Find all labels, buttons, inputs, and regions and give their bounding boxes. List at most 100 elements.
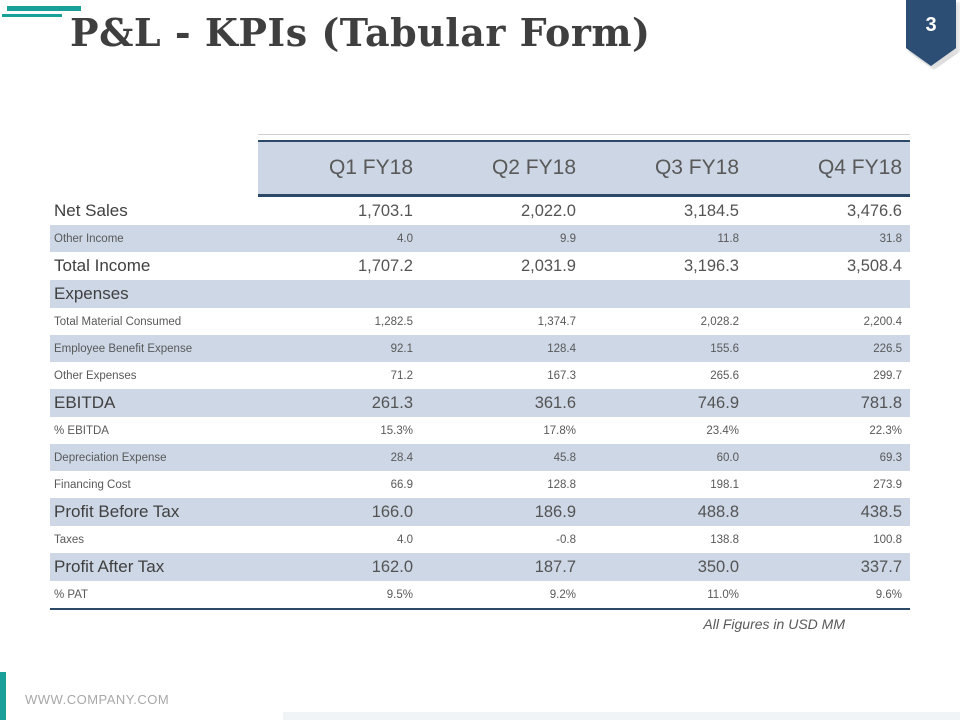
footer-accent-bar: [0, 672, 6, 720]
page-number: 3: [925, 14, 937, 36]
row-label: Financing Cost: [54, 478, 131, 491]
cell-value: 128.8: [547, 478, 576, 491]
cell-value: 9.5%: [386, 588, 413, 601]
cell-value: 1,707.2: [357, 256, 413, 275]
cell-value: 1,703.1: [357, 201, 413, 220]
row-label: % PAT: [54, 588, 89, 601]
cell-value: 69.3: [879, 451, 902, 464]
cell-value: 361.6: [534, 393, 576, 412]
footer-url: WWW.COMPANY.COM: [25, 692, 170, 707]
cell-value: 488.8: [697, 502, 739, 521]
cell-value: 3,196.3: [683, 256, 739, 275]
cell-value: 60.0: [716, 451, 739, 464]
cell-value: 9.9: [560, 232, 576, 245]
column-header: Q2 FY18: [491, 156, 576, 179]
table-row: Profit Before Tax 166.0 186.9 488.8 438.5: [50, 498, 910, 526]
cell-value: 337.7: [860, 557, 902, 576]
accent-line-top: [7, 6, 81, 11]
cell-value: 2,028.2: [700, 315, 739, 328]
pnl-kpi-table: Q1 FY18 Q2 FY18 Q3 FY18 Q4 FY18 Net Sales 1,…: [50, 134, 910, 610]
cell-value: 3,476.6: [846, 201, 902, 220]
cell-value: 11.8: [717, 232, 739, 245]
cell-value: 438.5: [860, 502, 902, 521]
cell-value: 1,374.7: [537, 315, 576, 328]
cell-value: 186.9: [534, 502, 576, 521]
cell-value: 3,184.5: [683, 201, 739, 220]
row-label: Profit Before Tax: [54, 502, 180, 521]
cell-value: 11.0%: [707, 588, 739, 601]
table-header-columns: Q1 FY18 Q2 FY18 Q3 FY18 Q4 FY18: [258, 140, 910, 197]
cell-value: 261.3: [371, 393, 413, 412]
column-header: Q1 FY18: [328, 156, 413, 179]
cell-value: 273.9: [873, 478, 902, 491]
row-label: EBITDA: [54, 393, 116, 412]
row-label: Taxes: [54, 533, 85, 546]
table-top-border: [258, 134, 910, 135]
table-row: Depreciation Expense 28.4 45.8 60.0 69.3: [50, 444, 910, 471]
table-row: Financing Cost 66.9 128.8 198.1 273.9: [50, 471, 910, 498]
table-row: Total Income 1,707.2 2,031.9 3,196.3 3,508.4: [50, 252, 910, 280]
row-label: Total Income: [54, 256, 151, 275]
cell-value: 350.0: [697, 557, 739, 576]
cell-value: 265.6: [710, 369, 739, 382]
row-label: Other Expenses: [54, 369, 137, 382]
accent-line-bottom: [2, 14, 62, 17]
row-label: Total Material Consumed: [54, 315, 182, 328]
header-label-spacer: [50, 140, 258, 197]
cell-value: 23.4%: [706, 424, 739, 437]
cell-value: 1,282.5: [374, 315, 413, 328]
cell-value: 4.0: [397, 533, 413, 546]
row-label: Profit After Tax: [54, 557, 165, 576]
cell-value: 2,022.0: [520, 201, 576, 220]
cell-value: 22.3%: [869, 424, 902, 437]
table-body: Net Sales 1,703.1 2,022.0 3,184.5 3,476.6 Oth…: [50, 197, 910, 610]
cell-value: 3,508.4: [846, 256, 902, 275]
cell-value: 128.4: [547, 342, 576, 355]
table-row: Employee Benefit Expense 92.1 128.4 155.6 22…: [50, 335, 910, 362]
cell-value: 155.6: [710, 342, 739, 355]
row-label: Net Sales: [54, 201, 128, 220]
cell-value: 166.0: [371, 502, 413, 521]
cell-value: 9.6%: [875, 588, 902, 601]
column-header: Q3 FY18: [654, 156, 739, 179]
cell-value: 28.4: [390, 451, 413, 464]
cell-value: 781.8: [860, 393, 902, 412]
row-label: Expenses: [54, 284, 129, 303]
cell-value: 66.9: [390, 478, 413, 491]
cell-value: 746.9: [697, 393, 739, 412]
table-row: Other Expenses 71.2 167.3 265.6 299.7: [50, 362, 910, 389]
cell-value: 138.8: [710, 533, 739, 546]
cell-value: 45.8: [553, 451, 576, 464]
table-header-row: Q1 FY18 Q2 FY18 Q3 FY18 Q4 FY18: [50, 140, 910, 197]
row-label: Other Income: [54, 232, 124, 245]
cell-value: 167.3: [547, 369, 576, 382]
row-label: % EBITDA: [54, 424, 109, 437]
cell-value: -0.8: [556, 533, 576, 546]
cell-value: 198.1: [710, 478, 739, 491]
cell-value: 4.0: [397, 232, 413, 245]
table-row: Other Income 4.0 9.9 11.8 31.8: [50, 225, 910, 252]
cell-value: 187.7: [534, 557, 576, 576]
cell-value: 71.2: [390, 369, 413, 382]
cell-value: 15.3%: [380, 424, 413, 437]
table-row: Profit After Tax 162.0 187.7 350.0 337.7: [50, 553, 910, 581]
table-row: EBITDA 261.3 361.6 746.9 781.8: [50, 389, 910, 417]
cell-value: 92.1: [390, 342, 413, 355]
table-row: % PAT 9.5% 9.2% 11.0% 9.6%: [50, 581, 910, 608]
table-row: Expenses: [50, 280, 910, 308]
cell-value: 162.0: [371, 557, 413, 576]
footnote: All Figures in USD MM: [703, 616, 845, 632]
cell-value: 17.8%: [543, 424, 576, 437]
cell-value: 100.8: [873, 533, 902, 546]
table-row: Net Sales 1,703.1 2,022.0 3,184.5 3,476.6: [50, 197, 910, 225]
column-header: Q4 FY18: [817, 156, 902, 179]
cell-value: 2,200.4: [863, 315, 902, 328]
row-label: Employee Benefit Expense: [54, 342, 193, 355]
cell-value: 226.5: [873, 342, 902, 355]
row-label: Depreciation Expense: [54, 451, 167, 464]
bottom-strip: [283, 712, 960, 720]
page-title: P&L - KPIs (Tabular Form): [70, 10, 651, 55]
cell-value: 9.2%: [549, 588, 576, 601]
cell-value: 299.7: [873, 369, 902, 382]
